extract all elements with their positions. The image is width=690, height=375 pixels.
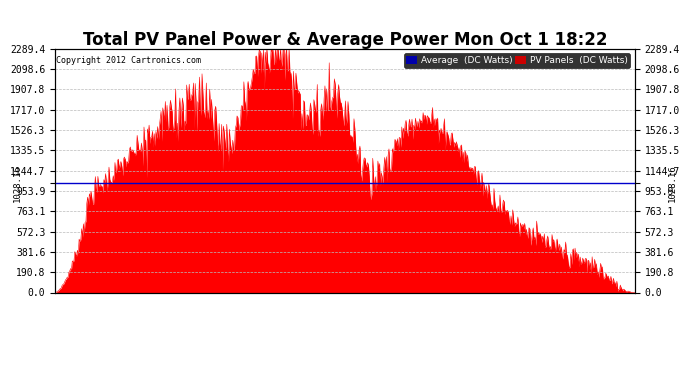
Title: Total PV Panel Power & Average Power Mon Oct 1 18:22: Total PV Panel Power & Average Power Mon…	[83, 31, 607, 49]
Text: 1028.16: 1028.16	[13, 164, 22, 202]
Text: 1028.16: 1028.16	[668, 164, 677, 202]
Legend: Average  (DC Watts), PV Panels  (DC Watts): Average (DC Watts), PV Panels (DC Watts)	[404, 53, 630, 68]
Text: Copyright 2012 Cartronics.com: Copyright 2012 Cartronics.com	[57, 56, 201, 65]
